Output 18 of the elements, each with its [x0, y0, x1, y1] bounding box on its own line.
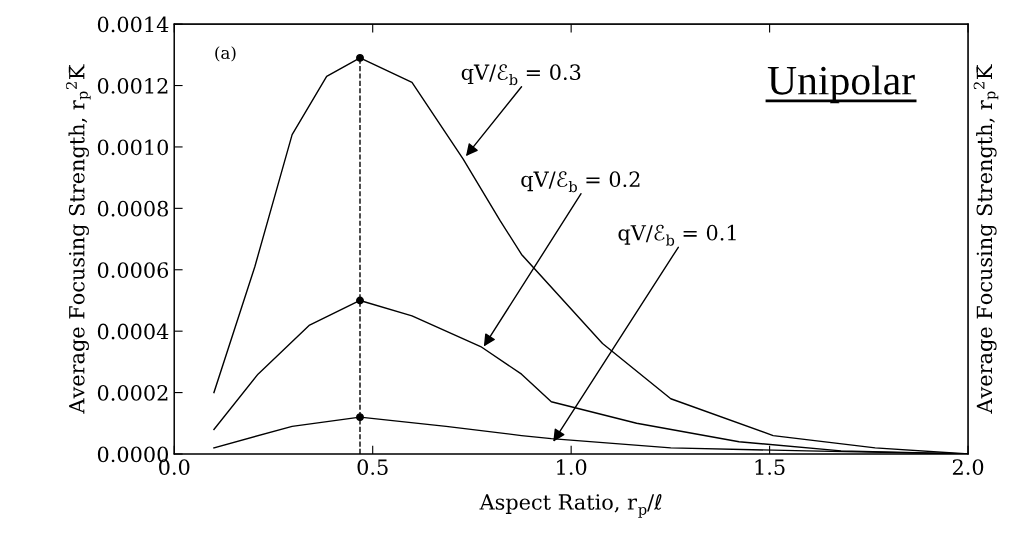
annotation: (a) — [215, 46, 236, 62]
x-tick-label: 2.0 — [952, 459, 984, 475]
y-tick-label: 0.0014 — [97, 16, 169, 33]
point — [356, 53, 364, 62]
x-tick-label: 0.5 — [357, 459, 388, 475]
text: Unipolar — [767, 65, 915, 104]
y-tick-label: 0.0004 — [97, 323, 169, 340]
point — [356, 296, 364, 305]
y-axis-title: Average Focusing Strength, r$_{p}$$^{2}$K̄ — [65, 64, 91, 414]
y2-axis-title: Average Focusing Strength, r$_{p}$$^{2}$K̄ — [973, 64, 999, 414]
y-tick-label: 0.0002 — [97, 385, 168, 401]
x-tick-label: 1.5 — [755, 459, 785, 475]
y-tick-label: 0.0008 — [97, 200, 168, 217]
y-tick-label: 0.0012 — [97, 77, 168, 94]
y-tick-label: 0.0006 — [97, 262, 169, 278]
y-tick-label: 0.0010 — [97, 139, 168, 156]
x-tick-label: 1.0 — [557, 459, 587, 475]
point — [356, 413, 364, 422]
